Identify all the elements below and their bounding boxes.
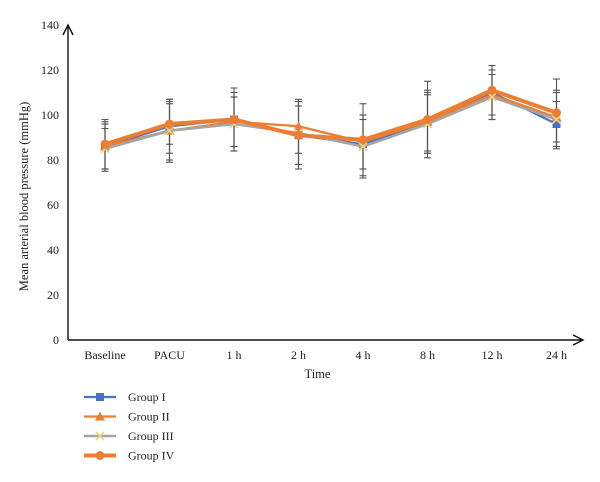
data-point	[551, 114, 562, 125]
x-tick-label: PACU	[154, 348, 185, 362]
x-tick-label: 8 h	[420, 348, 435, 362]
legend-marker-icon	[95, 431, 105, 441]
legend-label: Group II	[128, 410, 170, 424]
legend-item: Group III	[84, 429, 174, 443]
label-layer: Time Mean arterial blood pressure (mmHg)…	[17, 18, 567, 381]
y-tick-label: 140	[41, 18, 59, 32]
x-axis-title: Time	[305, 367, 331, 381]
y-tick-label: 0	[53, 333, 59, 347]
data-point	[487, 85, 497, 95]
data-point	[294, 130, 303, 140]
x-tick-label: 12 h	[482, 348, 503, 362]
data-point	[165, 119, 174, 129]
x-tick-label: 2 h	[291, 348, 306, 362]
y-tick-label: 100	[41, 108, 59, 122]
x-tick-label: 24 h	[546, 348, 567, 362]
data-point	[358, 135, 368, 145]
legend-marker-icon	[95, 411, 105, 421]
x-tick-label: Baseline	[84, 348, 125, 362]
legend: Group I Group II Group III Group IV	[84, 390, 175, 463]
data-point	[487, 92, 497, 102]
x-axis-arrow-icon	[572, 334, 585, 346]
legend-item: Group I	[84, 390, 166, 404]
series-layer	[100, 85, 562, 154]
data-point	[358, 141, 368, 152]
y-tick-label: 60	[47, 198, 59, 212]
series-group-iv	[100, 85, 561, 149]
y-tick-label: 80	[47, 153, 59, 167]
data-point	[229, 115, 239, 124]
data-point	[423, 115, 432, 124]
x-tick-label: 1 h	[227, 348, 242, 362]
legend-marker-icon	[96, 393, 104, 401]
y-tick-label: 120	[41, 63, 59, 77]
data-point	[100, 139, 110, 149]
legend-label: Group I	[128, 390, 166, 404]
series-line	[104, 88, 558, 147]
y-tick-label: 40	[47, 243, 59, 257]
data-point	[164, 126, 175, 136]
legend-item: Group II	[84, 410, 170, 424]
y-tick-label: 20	[47, 288, 59, 302]
axes-layer	[62, 23, 585, 346]
legend-marker-icon	[95, 451, 105, 460]
legend-item: Group IV	[84, 449, 175, 463]
legend-label: Group III	[128, 429, 174, 443]
x-tick-label: 4 h	[356, 348, 371, 362]
data-point	[552, 108, 561, 118]
legend-label: Group IV	[128, 449, 175, 463]
y-axis-arrow-icon	[62, 23, 74, 36]
data-point	[293, 121, 304, 131]
data-point	[552, 120, 561, 128]
series-line	[104, 95, 557, 151]
y-axis-title: Mean arterial blood pressure (mmHg)	[17, 102, 31, 292]
